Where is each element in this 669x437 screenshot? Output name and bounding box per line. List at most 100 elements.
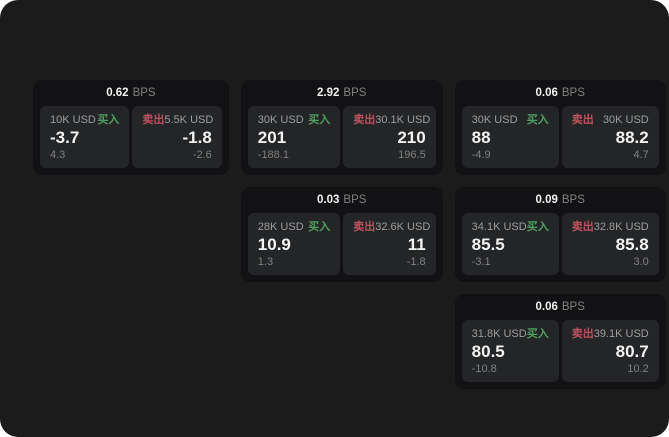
sell-top-row: 卖出 32.8K USD (572, 221, 649, 233)
spread-unit: BPS (561, 87, 585, 99)
spread-value: 2.92 (317, 87, 340, 99)
buy-delta: -10.8 (471, 363, 497, 375)
buy-price: 80.5 (471, 341, 505, 361)
spread-value: 0.06 (535, 87, 558, 99)
buy-delta: -188.1 (257, 149, 289, 161)
sell-panel[interactable]: 卖出 32.6K USD 11 -1.8 (343, 213, 436, 275)
spread-value: 0.03 (317, 194, 340, 206)
sell-top-row: 卖出 30.1K USD (353, 114, 430, 126)
buy-delta: -4.9 (471, 149, 491, 161)
sell-price: -1.8 (182, 127, 212, 147)
sell-price: 11 (407, 234, 426, 254)
quote-body: 31.8K USD 买入 80.5 -10.8 卖出 39.1K USD 80.… (455, 320, 666, 389)
buy-price: 85.5 (471, 234, 505, 254)
buy-delta: 4.3 (50, 149, 66, 161)
quote-card: 0.62 BPS 10K USD 买入 -3.7 4.3 卖出 5.5K USD (33, 80, 229, 175)
sell-label: 卖出 (571, 114, 594, 126)
sell-label: 卖出 (571, 221, 594, 233)
sell-delta: 3.0 (633, 256, 649, 268)
sell-panel[interactable]: 卖出 30.1K USD 210 196.5 (343, 106, 436, 168)
sell-label: 卖出 (571, 328, 594, 340)
buy-panel[interactable]: 10K USD 买入 -3.7 4.3 (40, 106, 130, 168)
sell-panel[interactable]: 卖出 5.5K USD -1.8 -2.6 (132, 106, 222, 168)
spread-unit: BPS (343, 87, 367, 99)
buy-top-row: 30K USD 买入 (258, 114, 330, 126)
sell-price: 85.8 (615, 234, 649, 254)
sell-label: 卖出 (142, 114, 165, 126)
buy-label: 买入 (97, 114, 120, 126)
quote-card: 0.09 BPS 34.1K USD 买入 85.5 -3.1 卖出 32.8K… (454, 187, 666, 282)
quote-body: 30K USD 买入 201 -188.1 卖出 30.1K USD 210 1… (241, 106, 443, 175)
quote-body: 30K USD 买入 88 -4.9 卖出 30K USD 88.2 4.7 (455, 106, 666, 175)
buy-label: 买入 (308, 221, 331, 233)
sell-delta: 196.5 (398, 149, 426, 161)
sell-delta: 4.7 (633, 149, 649, 161)
spread-unit: BPS (132, 87, 156, 99)
buy-top-row: 28K USD 买入 (258, 221, 330, 233)
buy-label: 买入 (308, 114, 331, 126)
buy-panel[interactable]: 30K USD 买入 201 -188.1 (247, 106, 341, 168)
sell-label: 卖出 (353, 114, 376, 126)
buy-panel[interactable]: 28K USD 买入 10.9 1.3 (247, 213, 341, 275)
quote-card: 0.06 BPS 30K USD 买入 88 -4.9 卖出 30K USD (454, 80, 666, 175)
sell-top-row: 卖出 5.5K USD (142, 114, 214, 126)
sell-size: 30.1K USD (375, 114, 431, 126)
quote-body: 34.1K USD 买入 85.5 -3.1 卖出 32.8K USD 85.8… (455, 213, 666, 282)
sell-panel[interactable]: 卖出 30K USD 88.2 4.7 (561, 106, 659, 168)
spread-value: 0.06 (535, 301, 558, 313)
spread-unit: BPS (343, 194, 367, 206)
sell-size: 5.5K USD (164, 114, 214, 126)
sell-delta: 10.2 (627, 363, 649, 375)
sell-size: 39.1K USD (593, 328, 649, 340)
quote-body: 10K USD 买入 -3.7 4.3 卖出 5.5K USD -1.8 -2.… (33, 106, 229, 175)
spread-unit: BPS (561, 301, 585, 313)
spread-header: 0.09 BPS (455, 187, 666, 213)
buy-size: 30K USD (471, 114, 518, 126)
sell-delta: -1.8 (406, 256, 426, 268)
buy-label: 买入 (526, 221, 549, 233)
buy-size: 28K USD (257, 221, 304, 233)
sell-panel[interactable]: 卖出 39.1K USD 80.7 10.2 (561, 320, 659, 382)
buy-delta: 1.3 (257, 256, 274, 268)
buy-panel[interactable]: 34.1K USD 买入 85.5 -3.1 (461, 213, 559, 275)
spread-header: 0.06 BPS (455, 294, 666, 320)
buy-top-row: 31.8K USD 买入 (472, 328, 549, 340)
sell-size: 32.6K USD (375, 221, 431, 233)
sell-price: 210 (397, 127, 426, 147)
buy-panel[interactable]: 30K USD 买入 88 -4.9 (461, 106, 559, 168)
spread-header: 0.03 BPS (241, 187, 443, 213)
spread-header: 0.06 BPS (455, 80, 666, 106)
sell-top-row: 卖出 30K USD (572, 114, 649, 126)
buy-price: 201 (257, 127, 287, 147)
spread-header: 0.62 BPS (33, 80, 229, 106)
sell-panel[interactable]: 卖出 32.8K USD 85.8 3.0 (561, 213, 659, 275)
spread-value: 0.62 (106, 87, 129, 99)
sell-label: 卖出 (353, 221, 376, 233)
buy-delta: -3.1 (471, 256, 491, 268)
buy-label: 买入 (526, 114, 549, 126)
spread-value: 0.09 (535, 194, 558, 206)
sell-top-row: 卖出 32.6K USD (353, 221, 430, 233)
spread-header: 2.92 BPS (241, 80, 443, 106)
quote-grid: 0.62 BPS 10K USD 买入 -3.7 4.3 卖出 5.5K USD (33, 80, 666, 389)
buy-price: 88 (471, 127, 491, 147)
buy-panel[interactable]: 31.8K USD 买入 80.5 -10.8 (461, 320, 559, 382)
buy-top-row: 10K USD 买入 (50, 114, 119, 126)
buy-size: 30K USD (257, 114, 304, 126)
sell-price: 88.2 (615, 127, 649, 147)
buy-size: 34.1K USD (471, 221, 527, 233)
quote-card: 0.06 BPS 31.8K USD 买入 80.5 -10.8 卖出 39.1… (454, 294, 666, 389)
sell-top-row: 卖出 39.1K USD (572, 328, 649, 340)
sell-price: 80.7 (615, 341, 649, 361)
spread-unit: BPS (561, 194, 585, 206)
sell-size: 32.8K USD (593, 221, 649, 233)
quote-body: 28K USD 买入 10.9 1.3 卖出 32.6K USD 11 -1.8 (241, 213, 443, 282)
buy-price: 10.9 (257, 234, 291, 254)
quote-card: 2.92 BPS 30K USD 买入 201 -188.1 卖出 30.1K … (240, 80, 443, 175)
buy-label: 买入 (526, 328, 549, 340)
buy-size: 31.8K USD (471, 328, 527, 340)
sell-size: 30K USD (602, 114, 649, 126)
buy-price: -3.7 (50, 127, 80, 147)
buy-top-row: 30K USD 买入 (472, 114, 549, 126)
